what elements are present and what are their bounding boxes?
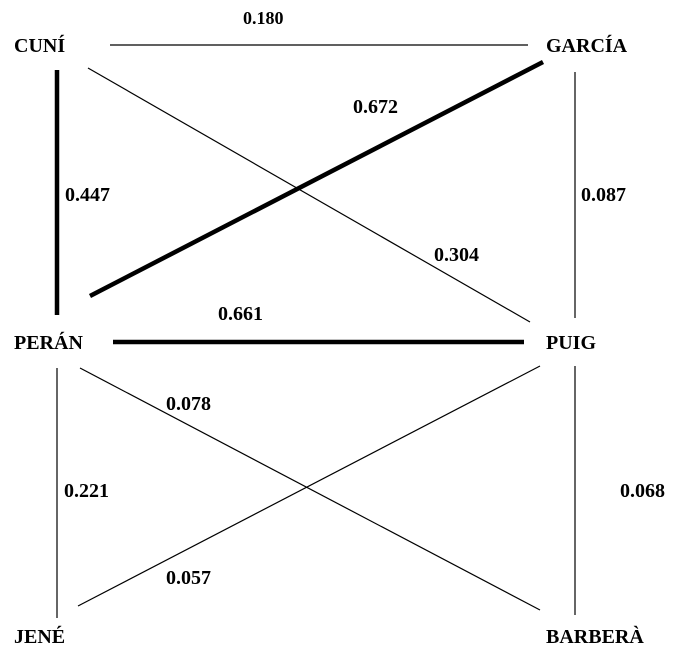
edge-jene-puig <box>77 365 541 607</box>
edge-label-peran-puig: 0.661 <box>218 303 263 325</box>
edge-label-cuni-peran: 0.447 <box>65 184 110 206</box>
node-barbera: BARBERÀ <box>546 625 644 648</box>
edges <box>54 44 576 618</box>
edge-label-peran-barbera: 0.078 <box>166 393 211 415</box>
edge-label-peran-garcia: 0.672 <box>353 96 398 118</box>
node-cuni: CUNÍ <box>14 34 65 57</box>
nodes: CUNÍ GARCÍA PERÁN PUIG JENÉ BARBERÀ <box>14 34 644 648</box>
node-puig: PUIG <box>546 332 596 354</box>
node-garcia: GARCÍA <box>546 34 628 57</box>
edge-label-garcia-puig: 0.087 <box>581 184 626 206</box>
edge-label-peran-jene: 0.221 <box>64 480 109 502</box>
edge-peran-barbera <box>79 367 541 611</box>
edge-cuni-puig <box>87 67 531 323</box>
edge-label-jene-puig: 0.057 <box>166 567 211 589</box>
edge-label-cuni-garcia: 0.180 <box>243 8 284 28</box>
edge-labels: 0.180 0.672 0.447 0.087 0.304 0.661 0.07… <box>64 8 665 589</box>
node-peran: PERÁN <box>14 331 83 354</box>
edge-peran-garcia <box>88 60 545 298</box>
edge-label-cuni-puig: 0.304 <box>434 244 479 266</box>
node-jene: JENÉ <box>14 625 65 648</box>
edge-label-puig-barbera: 0.068 <box>620 480 665 502</box>
